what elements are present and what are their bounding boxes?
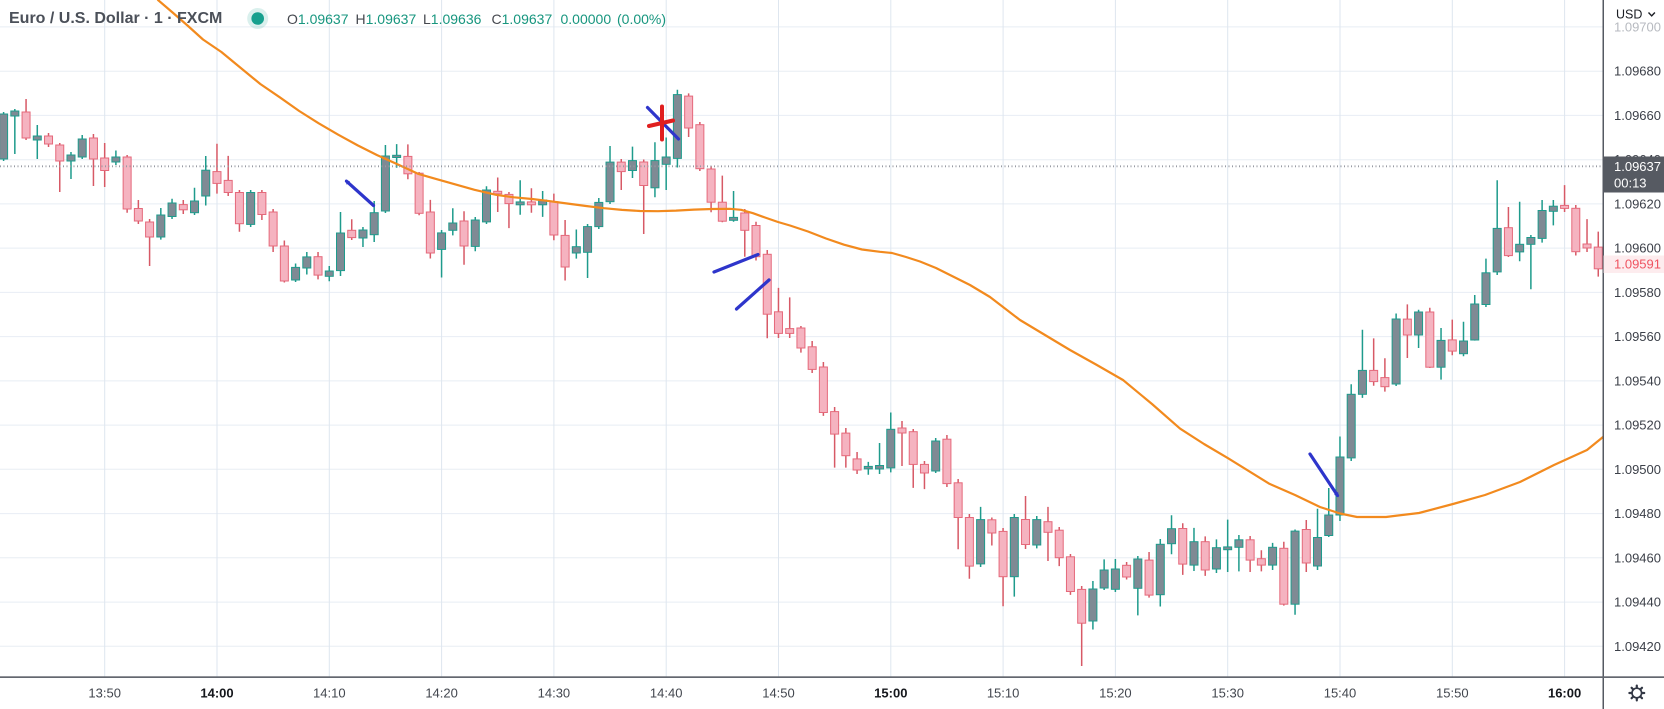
svg-text:1.09420: 1.09420 [1614, 639, 1661, 654]
svg-text:1.09580: 1.09580 [1614, 285, 1661, 300]
svg-text:1.09500: 1.09500 [1614, 462, 1661, 477]
svg-text:14:20: 14:20 [425, 686, 458, 701]
svg-text:14:10: 14:10 [313, 686, 346, 701]
svg-text:16:00: 16:00 [1548, 686, 1581, 701]
svg-text:1.09620: 1.09620 [1614, 196, 1661, 211]
svg-text:1.09440: 1.09440 [1614, 595, 1661, 610]
svg-text:USD: USD [1616, 8, 1642, 22]
svg-text:14:00: 14:00 [200, 686, 233, 701]
svg-text:1.09700: 1.09700 [1614, 19, 1661, 34]
svg-text:1.09591: 1.09591 [1614, 257, 1661, 272]
svg-text:1.09600: 1.09600 [1614, 241, 1661, 256]
svg-text:15:10: 15:10 [987, 686, 1020, 701]
svg-text:1.09520: 1.09520 [1614, 418, 1661, 433]
svg-text:15:40: 15:40 [1324, 686, 1357, 701]
svg-text:13:50: 13:50 [88, 686, 121, 701]
svg-text:15:50: 15:50 [1436, 686, 1469, 701]
svg-text:1.09460: 1.09460 [1614, 550, 1661, 565]
svg-text:Euro / U.S. Dollar · 1 · FXCM: Euro / U.S. Dollar · 1 · FXCM [9, 10, 222, 27]
svg-text:00:13: 00:13 [1614, 175, 1647, 190]
svg-text:1.09560: 1.09560 [1614, 329, 1661, 344]
svg-text:14:50: 14:50 [762, 686, 795, 701]
svg-text:15:00: 15:00 [874, 686, 907, 701]
svg-text:1.09480: 1.09480 [1614, 506, 1661, 521]
svg-text:14:30: 14:30 [538, 686, 571, 701]
svg-text:14:40: 14:40 [650, 686, 683, 701]
svg-text:1.09680: 1.09680 [1614, 64, 1661, 79]
svg-text:1.09637: 1.09637 [1614, 159, 1661, 174]
svg-text:1.09540: 1.09540 [1614, 373, 1661, 388]
svg-text:15:30: 15:30 [1211, 686, 1244, 701]
svg-text:1.09660: 1.09660 [1614, 108, 1661, 123]
svg-text:15:20: 15:20 [1099, 686, 1132, 701]
